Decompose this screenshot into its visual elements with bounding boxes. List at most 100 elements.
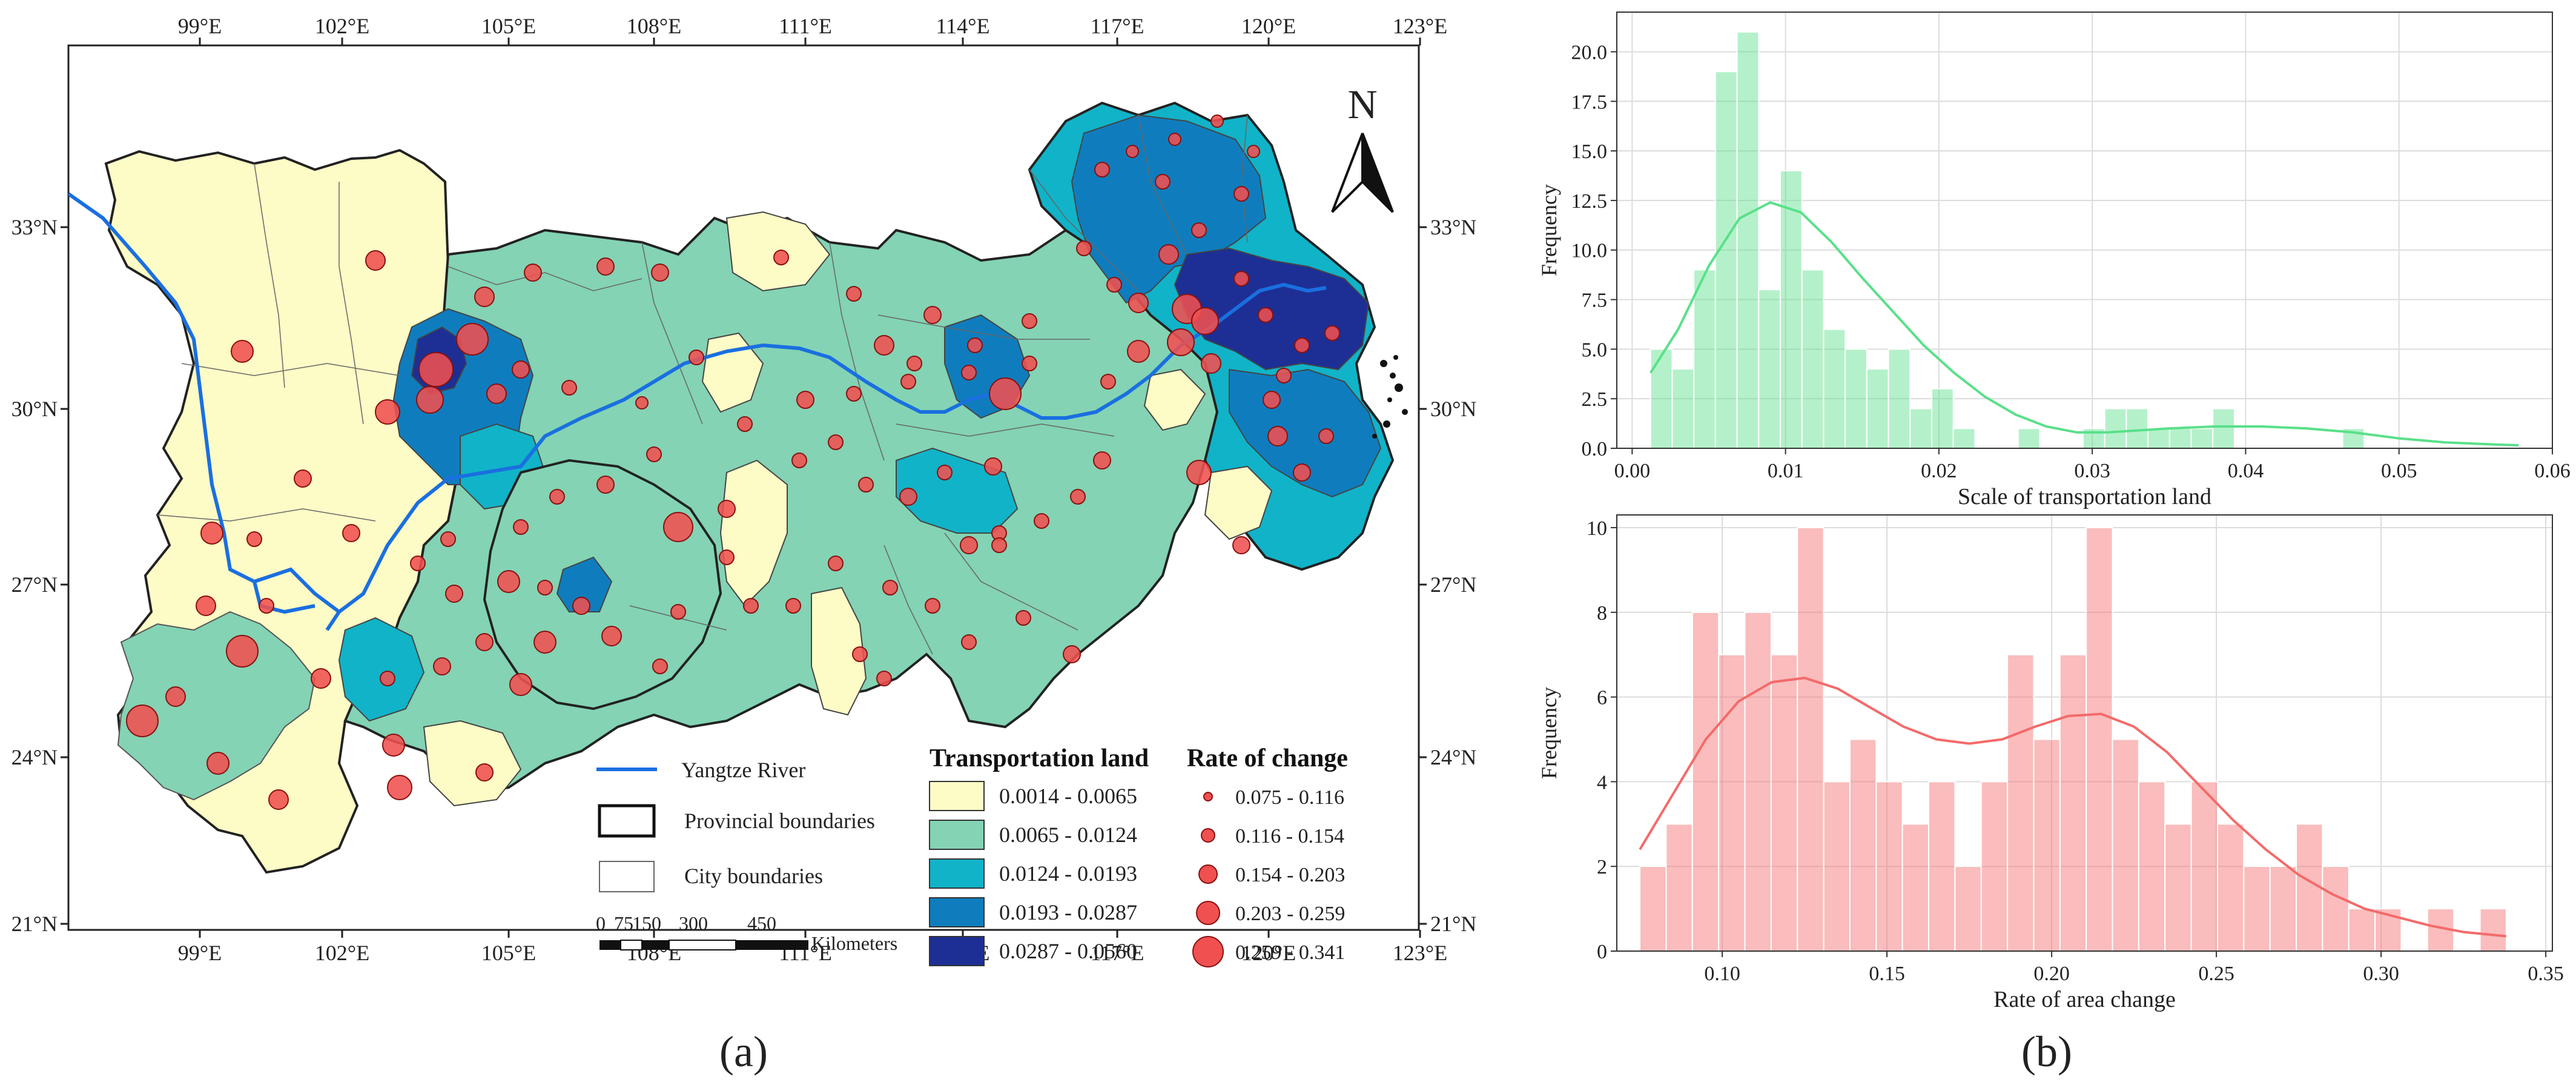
rate-circle xyxy=(475,763,494,781)
rate-circle xyxy=(907,356,922,371)
histogram-bar xyxy=(1901,823,1930,952)
histogram-bar xyxy=(1801,269,1825,449)
rate-circle xyxy=(718,500,736,518)
histogram-bar xyxy=(2138,781,2166,952)
y-tick-label: 6 xyxy=(1597,687,1607,709)
region-zhejiang-yellow xyxy=(1204,465,1273,540)
histogram-bar xyxy=(2243,866,2271,952)
legend-provincial-swatch xyxy=(598,804,656,838)
histogram-bar xyxy=(2007,654,2035,952)
histogram-bar xyxy=(2125,408,2149,449)
rate-circle xyxy=(900,374,916,390)
legend-transport-swatch xyxy=(929,897,985,927)
rate-circle xyxy=(433,657,451,675)
legend-transport-label: 0.0014 - 0.0065 xyxy=(999,784,1137,808)
region-anhui-yellow xyxy=(1143,368,1206,431)
rate-circle xyxy=(126,705,159,737)
coastal-islands xyxy=(1372,355,1408,439)
rate-circle xyxy=(1070,489,1086,505)
y-tick-label: 2.5 xyxy=(1582,388,1608,411)
histogram-bar xyxy=(1639,866,1667,952)
north-arrow-right xyxy=(1361,133,1394,213)
rate-circle xyxy=(689,350,704,365)
legend-river-label: Yangtze River xyxy=(681,758,805,782)
rate-circle xyxy=(925,598,940,614)
legend-transport-swatch xyxy=(929,781,985,811)
rate-circle xyxy=(549,489,565,505)
lon-tick-label-bottom: 99°E xyxy=(178,941,222,965)
rate-circle xyxy=(387,775,412,800)
map-body xyxy=(68,101,1408,874)
scale-seg-1 xyxy=(599,940,621,950)
rate-circle xyxy=(1158,244,1179,265)
legend-city-swatch xyxy=(599,861,655,892)
rate-circle xyxy=(1234,271,1249,287)
histogram-bar xyxy=(1665,823,1693,952)
y-tick-label: 10.0 xyxy=(1571,240,1608,262)
histogram-bar xyxy=(2017,428,2041,449)
rate-circle xyxy=(1167,328,1195,356)
histogram-bar xyxy=(2216,823,2245,952)
lon-tick-label-top: 108°E xyxy=(627,14,681,38)
rate-circle xyxy=(663,512,693,542)
region-guizhou xyxy=(338,617,425,722)
rate-circle xyxy=(743,598,759,614)
plot-area xyxy=(1616,514,2553,952)
rate-circle xyxy=(200,522,223,545)
lon-tick-label-top: 105°E xyxy=(481,14,536,38)
rate-circle xyxy=(342,524,360,542)
rate-circle xyxy=(524,264,542,282)
rate-circle xyxy=(1094,162,1110,177)
scale-unit: Kilometers xyxy=(811,932,897,954)
rate-circle xyxy=(1201,353,1221,374)
scale-tick-label: 0 xyxy=(596,912,606,934)
lon-tick-label-top: 114°E xyxy=(936,14,989,38)
rate-circle xyxy=(1128,293,1149,313)
lon-tick-label-top: 123°E xyxy=(1393,14,1447,38)
y-axis-label: Frequency xyxy=(1537,184,1561,276)
x-tick-label: 0.30 xyxy=(2363,963,2399,985)
histogram-bar xyxy=(2190,428,2214,449)
y-tick-label: 4 xyxy=(1597,771,1607,794)
y-tick-label: 7.5 xyxy=(1582,290,1608,312)
histogram-bar xyxy=(2269,866,2297,952)
legend-rate-circle xyxy=(1201,828,1215,843)
y-tick-label: 17.5 xyxy=(1571,91,1608,113)
x-tick-label: 0.20 xyxy=(2033,963,2070,985)
rate-circle xyxy=(416,386,444,414)
scale-seg-2 xyxy=(620,940,642,950)
rate-circle xyxy=(382,734,405,757)
rate-circle xyxy=(719,549,735,565)
rate-circle xyxy=(1022,313,1037,329)
lat-tick-label-right: 21°N xyxy=(1430,912,1476,936)
rate-circle xyxy=(196,595,216,616)
histogram-bar xyxy=(2322,866,2350,952)
rate-circle xyxy=(311,668,331,689)
region-hunan-yellow-1 xyxy=(719,459,788,607)
x-axis-label: Rate of area change xyxy=(1993,987,2176,1012)
panel-label-a: (a) xyxy=(719,1027,768,1076)
rate-circle xyxy=(1318,428,1334,444)
rate-circle xyxy=(791,453,807,468)
rate-circle xyxy=(246,531,262,547)
legend-transport-label: 0.0065 - 0.0124 xyxy=(999,823,1137,847)
histogram-bar xyxy=(2059,654,2087,952)
rate-circle xyxy=(1258,307,1273,323)
rate-circle xyxy=(165,686,186,707)
rate-circle xyxy=(1294,337,1310,353)
rate-circle xyxy=(380,671,395,686)
x-tick-label: 0.03 xyxy=(2074,460,2110,482)
histogram-bar xyxy=(2212,408,2235,449)
y-axis-label: Frequency xyxy=(1537,687,1561,779)
rate-circle xyxy=(537,580,553,595)
rate-circle xyxy=(1293,463,1311,482)
x-tick-label: 0.25 xyxy=(2198,963,2234,985)
scale-seg-5 xyxy=(736,940,808,950)
histogram-bar xyxy=(1844,348,1868,449)
lon-tick-label-top: 120°E xyxy=(1241,14,1296,38)
histogram-transport-scale: 0.00 0.01 0.02 0.03 0.04 0.05 0.06 0.0 2.5 5.0 7.5… xyxy=(1537,12,2571,509)
rate-circle xyxy=(1191,222,1207,238)
scale-tick-label: 300 xyxy=(679,912,708,934)
rate-circle xyxy=(1191,307,1219,335)
